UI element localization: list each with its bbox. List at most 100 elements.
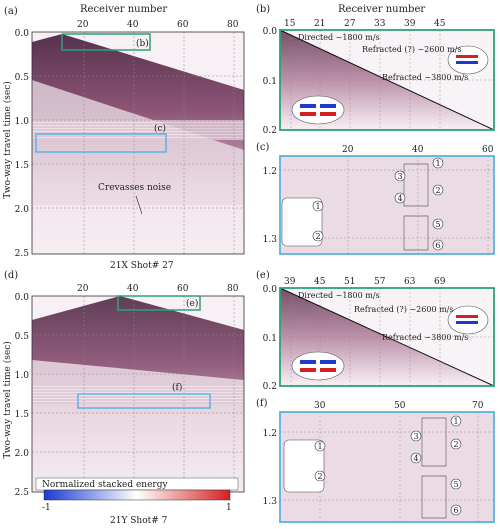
svg-text:2: 2 — [453, 440, 458, 449]
svg-text:50: 50 — [394, 401, 406, 411]
panel-e-letter: (e) — [256, 270, 270, 281]
panel-e: (e) Directed ~1800 m/s Refracted (?) ~26… — [256, 270, 495, 392]
svg-text:60: 60 — [177, 20, 189, 30]
svg-text:2.0: 2.0 — [15, 205, 30, 215]
panel-d-box-f — [77, 393, 211, 409]
panel-f-frame — [279, 411, 495, 523]
svg-text:4: 4 — [397, 194, 402, 203]
panel-b-label-direct: Directed ~1800 m/s — [298, 33, 380, 42]
panel-d-box-e-label: (e) — [186, 298, 198, 309]
colorbar-max: 1 — [226, 503, 232, 513]
svg-text:70: 70 — [472, 401, 484, 411]
svg-text:2.5: 2.5 — [15, 249, 30, 259]
svg-text:45: 45 — [434, 19, 446, 29]
panel-b-x-ticks: 15 21 27 33 39 45 — [284, 19, 446, 29]
panel-f: (f) 1 3 2 4 5 6 1 2 30 50 70 1.2 1.3 — [256, 398, 495, 523]
svg-text:1: 1 — [315, 202, 320, 211]
svg-text:33: 33 — [374, 19, 386, 29]
svg-text:20: 20 — [77, 284, 89, 294]
svg-text:2: 2 — [315, 232, 320, 241]
svg-text:3: 3 — [413, 432, 418, 441]
svg-text:0.0: 0.0 — [15, 293, 30, 303]
svg-text:1: 1 — [435, 159, 440, 168]
panel-f-x-ticks: 30 50 70 — [314, 401, 484, 411]
colorbar-min: -1 — [42, 503, 51, 513]
svg-text:63: 63 — [404, 277, 416, 287]
svg-text:57: 57 — [374, 277, 386, 287]
colorbar — [43, 489, 231, 501]
panel-d-box-e — [117, 295, 201, 311]
panel-e-label-refr1: Refracted (?) ~2600 m/s — [354, 305, 453, 314]
panel-f-circles: 1 3 2 4 5 6 1 2 — [314, 415, 462, 516]
panel-a-x-ticks: 20 40 60 80 — [77, 20, 239, 30]
panel-b-label-refr2: Refracted ~3800 m/s — [382, 73, 468, 82]
panel-d-box-f-label: (f) — [172, 382, 182, 393]
svg-text:2.5: 2.5 — [15, 488, 30, 498]
svg-text:80: 80 — [227, 284, 239, 294]
panel-f-letter: (f) — [256, 398, 268, 409]
panel-b-inset-right — [447, 45, 489, 75]
y-axis-label-bottom: Two-way travel time (sec) — [2, 341, 13, 459]
panel-b-letter: (b) — [256, 4, 270, 15]
panel-b-frame — [279, 29, 495, 131]
svg-text:39: 39 — [284, 277, 296, 287]
panel-c-x-ticks: 20 40 60 — [342, 145, 494, 155]
svg-text:1.2: 1.2 — [263, 429, 277, 439]
panel-a-top-label: Receiver number — [80, 4, 167, 15]
svg-text:20: 20 — [77, 20, 89, 30]
panel-d: (d) (e) (f) Normalized stacked energy -1… — [4, 270, 245, 526]
svg-text:2.0: 2.0 — [15, 449, 30, 459]
colorbar-title: Normalized stacked energy — [42, 480, 168, 490]
panel-b-inset-left — [291, 95, 345, 125]
panel-d-caption: 21Y Shot# 7 — [110, 516, 168, 526]
panel-e-frame — [279, 287, 495, 387]
panel-c-letter: (c) — [256, 142, 270, 153]
panel-e-y-ticks: 0.0 0.1 0.2 — [263, 285, 278, 392]
panel-c-frame — [279, 155, 495, 255]
svg-text:40: 40 — [412, 145, 424, 155]
panel-d-letter: (d) — [4, 270, 18, 281]
panel-b-top-label: Receiver number — [338, 4, 425, 15]
panel-a-box-c-label: (c) — [154, 123, 166, 134]
panel-a-letter: (a) — [4, 6, 18, 17]
svg-text:69: 69 — [434, 277, 446, 287]
panel-e-inset-left — [291, 351, 345, 381]
panel-f-inset — [283, 439, 325, 493]
svg-text:2: 2 — [317, 472, 322, 481]
svg-text:30: 30 — [314, 401, 326, 411]
svg-text:0.0: 0.0 — [263, 285, 278, 295]
svg-text:1.5: 1.5 — [15, 161, 30, 171]
svg-text:1.0: 1.0 — [15, 117, 30, 127]
panel-e-label-refr2: Refracted ~3800 m/s — [382, 333, 468, 342]
panel-a-annotation: Crevasses noise — [98, 183, 171, 193]
panel-b: (b) Receiver number Directed ~1800 m/s R… — [256, 4, 495, 136]
svg-text:27: 27 — [344, 19, 356, 29]
panel-d-x-ticks: 20 40 60 80 — [77, 284, 239, 294]
svg-text:1.5: 1.5 — [15, 410, 30, 420]
svg-text:6: 6 — [453, 506, 458, 515]
panel-e-x-ticks: 39 45 51 57 63 69 — [284, 277, 446, 287]
panel-a-caption: 21X Shot# 27 — [110, 261, 174, 271]
svg-text:4: 4 — [413, 454, 418, 463]
svg-text:5: 5 — [453, 480, 458, 489]
svg-text:1: 1 — [317, 442, 322, 451]
svg-text:1.3: 1.3 — [263, 497, 278, 507]
svg-text:1.3: 1.3 — [263, 235, 278, 245]
svg-text:40: 40 — [127, 20, 139, 30]
panel-c: (c) 1 3 2 4 5 6 1 2 20 40 60 1.2 1.3 — [256, 142, 495, 255]
panel-c-inset — [281, 197, 323, 247]
svg-text:0.0: 0.0 — [263, 27, 278, 37]
svg-text:5: 5 — [435, 220, 440, 229]
svg-text:0.2: 0.2 — [263, 382, 277, 392]
panel-a-grid — [32, 32, 244, 254]
svg-text:6: 6 — [435, 241, 440, 250]
svg-text:39: 39 — [404, 19, 416, 29]
svg-text:20: 20 — [342, 145, 354, 155]
panel-a: (a) Receiver number (b) (c) Crevasses no… — [4, 4, 245, 271]
svg-text:15: 15 — [284, 19, 296, 29]
svg-text:0.2: 0.2 — [263, 126, 277, 136]
panel-d-y-ticks: 0.0 0.5 1.0 1.5 2.0 2.5 — [15, 293, 30, 498]
panel-e-label-direct: Directed ~1800 m/s — [298, 291, 380, 300]
panel-a-box-c — [35, 133, 167, 153]
